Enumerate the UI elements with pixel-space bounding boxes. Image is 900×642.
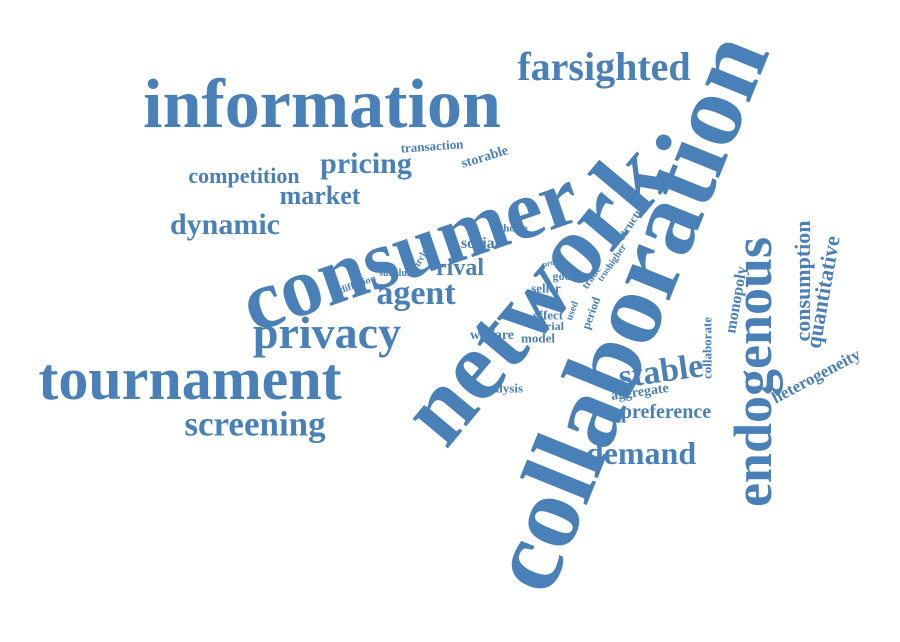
word-tournament: tournament: [38, 346, 342, 412]
word-preference: preference: [620, 401, 712, 423]
word-market: market: [279, 181, 361, 210]
word-competition: competition: [188, 163, 300, 188]
word-choice: choice: [498, 222, 528, 235]
word-demand: demand: [585, 435, 697, 471]
word-surplus: surplus: [379, 268, 411, 279]
word-screening: screening: [184, 404, 326, 444]
word-dynamic: dynamic: [169, 208, 281, 241]
word-pricing: pricing: [320, 147, 412, 180]
word-good: good: [552, 269, 578, 283]
word-rival: rival: [436, 255, 484, 281]
word-effect: effect: [532, 307, 564, 323]
word-model: model: [521, 330, 555, 346]
word-agent: agent: [376, 275, 456, 312]
word-seller: seller: [531, 280, 561, 296]
word-serial: serial: [536, 319, 564, 333]
word-social: social: [460, 235, 500, 252]
word-analysis: analysis: [478, 380, 524, 396]
word-farsighted: farsighted: [517, 44, 691, 89]
word-information: information: [143, 66, 501, 143]
word-privacy: privacy: [252, 307, 402, 358]
word-welfare: welfare: [469, 328, 515, 343]
